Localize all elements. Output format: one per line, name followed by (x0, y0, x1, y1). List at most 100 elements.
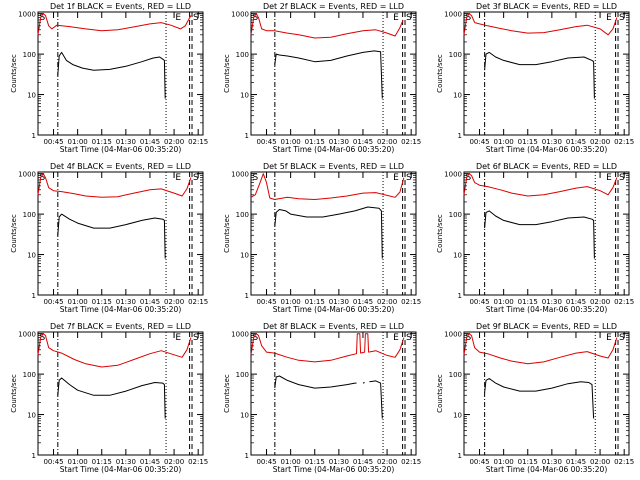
x-tick-label: 02:00 (164, 458, 184, 466)
marker-label: S (253, 13, 259, 23)
y-tick-label: 100 (23, 51, 36, 59)
y-tick-label: 100 (23, 211, 36, 219)
marker-label: S (619, 333, 625, 343)
x-tick-label: 01:15 (305, 298, 325, 306)
y-tick-label: 100 (236, 371, 249, 379)
marker-label: E (606, 333, 612, 343)
x-tick-label: 01:30 (116, 298, 136, 306)
series-line-lld (463, 173, 618, 197)
marker-label: S (253, 333, 259, 343)
x-tick-label: 02:00 (377, 458, 397, 466)
series-line-lld (463, 333, 618, 365)
x-tick-label: 02:15 (614, 138, 634, 146)
y-axis-label: Counts/sec (10, 54, 18, 93)
marker-label: E (393, 13, 399, 23)
y-tick-label: 1000 (444, 331, 462, 339)
x-tick-label: 02:00 (590, 458, 610, 466)
y-axis-label: Counts/sec (223, 374, 231, 413)
y-tick-label: 10 (240, 252, 249, 260)
x-tick-label: 01:15 (305, 458, 325, 466)
chart-title: Det 7f BLACK = Events, RED = LLD (50, 322, 191, 331)
marker-label: E (175, 173, 181, 183)
marker-label: E (606, 13, 612, 23)
marker-label: S (40, 173, 46, 183)
x-axis-label: Start Time (04-Mar-06 00:35:20) (60, 305, 182, 314)
series-line-lld (250, 173, 405, 200)
chart-panel-4: Det 4f BLACK = Events, RED = LLD 1 10 100 10… (10, 162, 208, 314)
chart-title: Det 6f BLACK = Events, RED = LLD (476, 162, 617, 171)
x-tick-label: 00:45 (43, 298, 63, 306)
x-tick-label: 01:30 (329, 138, 349, 146)
x-axis-label: Start Time (04-Mar-06 00:35:20) (60, 145, 182, 154)
y-tick-label: 10 (240, 412, 249, 420)
chart-panel-3: Det 3f BLACK = Events, RED = LLD 1 10 100 10… (436, 2, 634, 154)
x-tick-label: 01:15 (518, 298, 538, 306)
x-tick-label: 01:45 (353, 458, 373, 466)
x-tick-label: 01:00 (494, 458, 514, 466)
series-line-events (484, 378, 595, 419)
x-tick-label: 02:15 (614, 458, 634, 466)
x-tick-label: 01:30 (329, 298, 349, 306)
plot-frame (463, 331, 630, 456)
x-tick-label: 02:00 (164, 298, 184, 306)
series-line-lld (37, 13, 192, 35)
chart-panel-6: Det 6f BLACK = Events, RED = LLD 1 10 100 10… (436, 162, 634, 314)
x-tick-label: 01:00 (494, 138, 514, 146)
x-tick-label: 01:30 (542, 138, 562, 146)
y-axis-label: Counts/sec (436, 374, 444, 413)
marker-label: S (466, 173, 472, 183)
y-tick-label: 1 (458, 292, 462, 300)
plot-frame (250, 171, 417, 296)
chart-title: Det 8f BLACK = Events, RED = LLD (263, 322, 404, 331)
marker-label: S (406, 173, 412, 183)
x-tick-label: 01:00 (68, 298, 88, 306)
chart-title: Det 1f BLACK = Events, RED = LLD (50, 2, 191, 11)
y-tick-label: 10 (240, 92, 249, 100)
y-tick-label: 1 (245, 452, 249, 460)
y-tick-label: 1 (245, 132, 249, 140)
x-tick-label: 01:45 (566, 298, 586, 306)
x-tick-label: 01:45 (353, 138, 373, 146)
x-tick-label: 00:45 (256, 298, 276, 306)
x-tick-label: 02:15 (401, 298, 421, 306)
marker-label: E (175, 333, 181, 343)
x-tick-label: 01:45 (566, 138, 586, 146)
series-line-events (57, 51, 166, 99)
x-tick-label: 00:45 (256, 138, 276, 146)
x-tick-label: 02:15 (188, 138, 208, 146)
chart-panel-8: Det 8f BLACK = Events, RED = LLD 1 10 100 10… (223, 322, 421, 474)
x-tick-label: 01:45 (566, 458, 586, 466)
y-tick-label: 100 (449, 211, 462, 219)
chart-title: Det 3f BLACK = Events, RED = LLD (476, 2, 617, 11)
y-tick-label: 1 (245, 292, 249, 300)
plot-frame (463, 171, 630, 296)
chart-panel-7: Det 7f BLACK = Events, RED = LLD 1 10 100 10… (10, 322, 208, 474)
x-tick-label: 01:15 (92, 138, 112, 146)
x-tick-label: 02:00 (377, 298, 397, 306)
series-line-lld (37, 173, 192, 198)
chart-title: Det 9f BLACK = Events, RED = LLD (476, 322, 617, 331)
y-tick-label: 1 (32, 452, 36, 460)
x-tick-label: 01:30 (329, 458, 349, 466)
x-tick-label: 01:00 (281, 138, 301, 146)
y-tick-label: 1 (458, 452, 462, 460)
marker-label: S (193, 173, 199, 183)
plot-frame (37, 171, 204, 296)
y-tick-label: 100 (449, 371, 462, 379)
y-tick-label: 10 (453, 412, 462, 420)
chart-panel-2: Det 2f BLACK = Events, RED = LLD 1 10 100 10… (223, 2, 421, 154)
y-tick-label: 1000 (444, 11, 462, 19)
marker-label: S (406, 333, 412, 343)
x-tick-label: 01:00 (494, 298, 514, 306)
x-tick-label: 02:00 (164, 138, 184, 146)
marker-label: S (466, 333, 472, 343)
marker-label: E (175, 13, 181, 23)
plot-frame (250, 11, 417, 136)
x-tick-label: 01:30 (542, 298, 562, 306)
x-axis-label: Start Time (04-Mar-06 00:35:20) (273, 145, 395, 154)
x-tick-label: 00:45 (469, 298, 489, 306)
x-tick-label: 00:45 (43, 138, 63, 146)
y-tick-label: 10 (27, 412, 36, 420)
x-axis-label: Start Time (04-Mar-06 00:35:20) (486, 305, 608, 314)
series-line-events (274, 50, 383, 99)
